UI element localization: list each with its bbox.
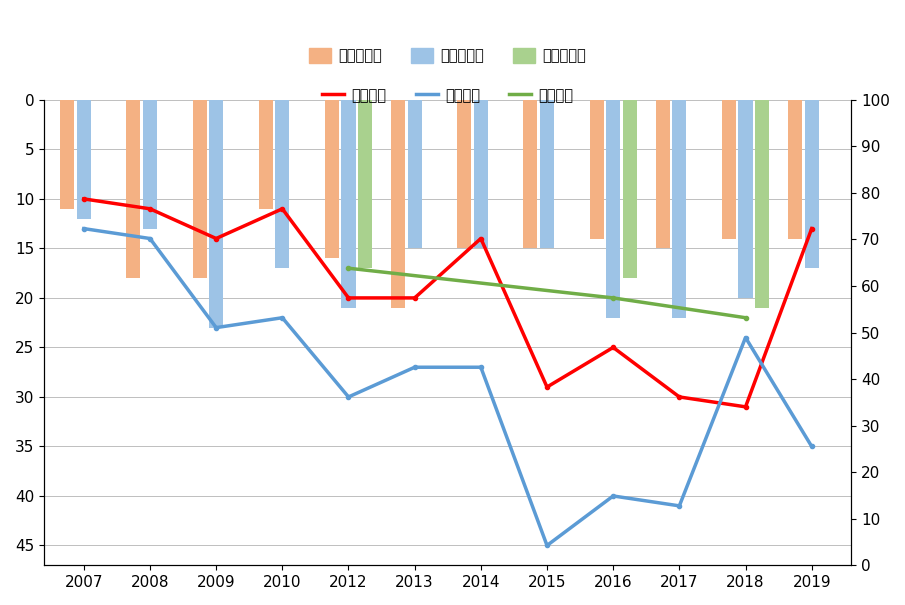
Bar	[193, 100, 206, 278]
Bar	[127, 100, 140, 278]
Bar	[325, 100, 339, 258]
Bar	[672, 100, 686, 318]
Bar	[606, 100, 620, 318]
Bar	[209, 100, 224, 328]
Bar	[77, 100, 91, 218]
Bar	[341, 100, 356, 308]
Bar	[656, 100, 670, 249]
Bar	[457, 100, 472, 249]
Bar	[407, 100, 422, 249]
Bar	[540, 100, 554, 249]
Bar	[474, 100, 488, 249]
Bar	[589, 100, 604, 238]
Bar	[523, 100, 538, 249]
Bar	[722, 100, 736, 238]
Bar	[755, 100, 769, 308]
Bar	[391, 100, 405, 308]
Bar	[788, 100, 802, 238]
Bar	[623, 100, 637, 278]
Bar	[358, 100, 372, 268]
Bar	[61, 100, 74, 209]
Legend: 国語順位, 算数順位, 理科順位: 国語順位, 算数順位, 理科順位	[317, 82, 579, 109]
Bar	[143, 100, 157, 229]
Bar	[275, 100, 290, 268]
Bar	[738, 100, 753, 298]
Bar	[259, 100, 272, 209]
Bar	[805, 100, 819, 268]
